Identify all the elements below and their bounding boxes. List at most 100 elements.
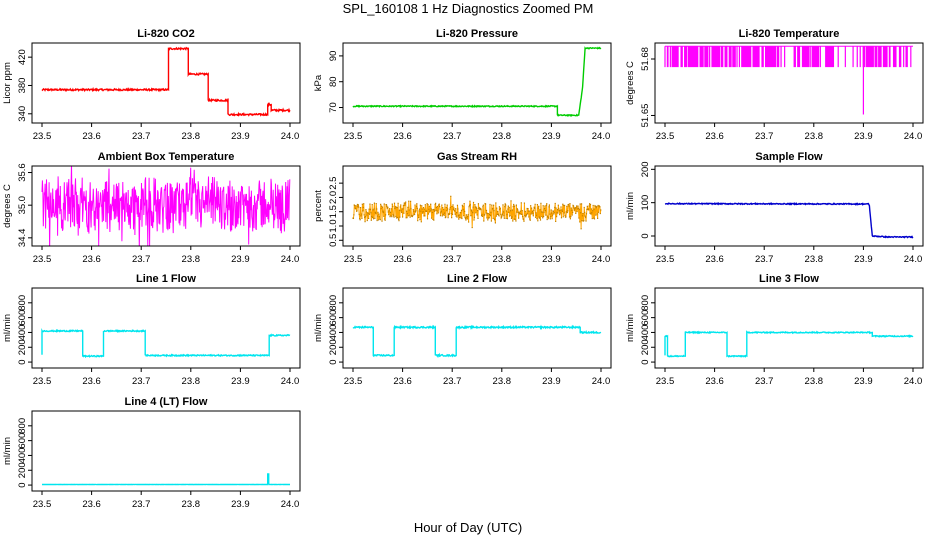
panel-data: [664, 201, 914, 239]
panel-title: Li-820 Temperature: [739, 28, 840, 40]
x-tick-label: 23.6: [82, 499, 101, 510]
x-tick-label: 23.9: [854, 131, 873, 142]
y-tick-label: 400: [640, 325, 651, 341]
plot-frame: [654, 287, 924, 369]
y-axis-label: degrees C: [625, 61, 636, 105]
x-tick-label: 23.5: [656, 376, 675, 387]
y-tick-label: 0: [328, 359, 339, 364]
y-tick-label: 600: [17, 310, 28, 326]
y-tick-label: 0: [17, 359, 28, 364]
panel-data: [41, 46, 291, 117]
x-tick-label: 23.7: [755, 254, 774, 265]
x-tick-label: 23.7: [132, 131, 151, 142]
x-tick-label: 23.8: [493, 131, 512, 142]
panel-data: [352, 46, 602, 117]
y-tick-label: 0: [17, 482, 28, 487]
x-tick-label: 23.5: [33, 254, 52, 265]
x-tick-label: 24.0: [281, 499, 300, 510]
panel-data: [41, 166, 291, 246]
y-tick-label: 800: [640, 295, 651, 311]
panel-data: [42, 473, 290, 486]
x-tick-label: 23.8: [805, 254, 824, 265]
y-tick-label: 200: [640, 161, 651, 177]
x-tick-label: 23.5: [33, 376, 52, 387]
series-line: [41, 327, 291, 359]
y-tick-label: 340: [17, 106, 28, 122]
panel-data: [41, 327, 291, 359]
y-axis-label: percent: [313, 190, 324, 222]
y-axis-label: Licor ppm: [2, 62, 13, 104]
x-tick-label: 23.9: [854, 254, 873, 265]
x-tick-label: 23.6: [705, 376, 724, 387]
series-line: [352, 324, 602, 358]
x-tick-label: 23.7: [755, 376, 774, 387]
chart-panel: Line 1 Flow 23.5 23.6 23.7 23.8 23.9 24.0 0 2004…: [2, 273, 301, 387]
plot-frame: [654, 165, 924, 247]
chart-panel: Li-820 Temperature 23.5 23.6 23.7 23.8 23.9 24…: [625, 28, 924, 142]
plot-frame: [31, 165, 301, 247]
x-tick-label: 23.5: [344, 376, 363, 387]
plot-frame: [342, 42, 612, 124]
x-tick-label: 23.8: [182, 254, 201, 265]
y-axis-label: ml/min: [625, 314, 636, 342]
panel-title: Li-820 Pressure: [436, 28, 518, 40]
x-tick-label: 24.0: [904, 131, 923, 142]
y-tick-label: 2.5: [328, 177, 339, 190]
y-axis-label: degrees C: [2, 184, 13, 228]
y-tick-label: 2.0: [328, 191, 339, 204]
x-tick-label: 24.0: [592, 254, 611, 265]
x-tick-label: 23.6: [393, 254, 412, 265]
chart-panel: Ambient Box Temperature 23.5 23.6 23.7 23.8 2…: [2, 151, 301, 265]
y-tick-label: 51.65: [640, 104, 651, 128]
x-tick-label: 23.7: [132, 499, 151, 510]
y-tick-label: 600: [17, 433, 28, 449]
x-tick-label: 23.5: [656, 131, 675, 142]
x-tick-label: 23.7: [132, 376, 151, 387]
x-tick-label: 23.6: [82, 376, 101, 387]
x-tick-label: 23.8: [182, 499, 201, 510]
x-tick-label: 23.7: [132, 254, 151, 265]
y-axis-label: ml/min: [2, 314, 13, 342]
chart-panel: Li-820 Pressure 23.5 23.6 23.7 23.8 23.9 24.0 7…: [313, 28, 612, 142]
y-tick-label: 1.0: [328, 219, 339, 232]
chart-panel: Gas Stream RH 23.5 23.6 23.7 23.8 23.9 24.0 0.5…: [313, 151, 612, 265]
y-tick-label: 0.5: [328, 234, 339, 247]
x-tick-label: 24.0: [904, 254, 923, 265]
y-tick-label: 200: [328, 339, 339, 355]
y-tick-label: 80: [328, 76, 339, 87]
y-axis-label: ml/min: [313, 314, 324, 342]
y-tick-label: 200: [640, 339, 651, 355]
x-tick-label: 23.8: [805, 376, 824, 387]
y-tick-label: 0: [640, 359, 651, 364]
x-tick-label: 23.9: [542, 131, 561, 142]
x-tick-label: 23.8: [182, 376, 201, 387]
series-line: [352, 196, 602, 229]
figure-x-axis-label: Hour of Day (UTC): [414, 520, 522, 535]
y-tick-label: 800: [17, 418, 28, 434]
panel-title: Line 2 Flow: [447, 273, 507, 285]
y-tick-label: 420: [17, 49, 28, 65]
y-tick-label: 70: [328, 102, 339, 113]
panel-title: Line 1 Flow: [136, 273, 196, 285]
plot-frame: [342, 165, 612, 247]
chart-panel: Line 3 Flow 23.5 23.6 23.7 23.8 23.9 24.0 0 2004…: [625, 273, 924, 387]
x-tick-label: 23.9: [231, 254, 250, 265]
y-axis-label: kPa: [313, 74, 324, 91]
y-tick-label: 35.6: [17, 163, 28, 182]
x-tick-label: 23.6: [705, 254, 724, 265]
panel-data: [664, 45, 913, 115]
x-tick-label: 23.8: [493, 254, 512, 265]
panel-data: [352, 195, 602, 230]
x-tick-label: 23.6: [393, 376, 412, 387]
y-tick-label: 600: [640, 310, 651, 326]
figure-title: SPL_160108 1 Hz Diagnostics Zoomed PM: [343, 1, 594, 16]
x-tick-label: 23.9: [542, 376, 561, 387]
series-line: [41, 166, 291, 246]
y-tick-label: 380: [17, 78, 28, 94]
x-tick-label: 23.5: [344, 254, 363, 265]
x-tick-label: 23.5: [656, 254, 675, 265]
y-tick-label: 51.68: [640, 47, 651, 71]
y-tick-label: 100: [640, 195, 651, 211]
y-tick-label: 0: [640, 233, 651, 238]
